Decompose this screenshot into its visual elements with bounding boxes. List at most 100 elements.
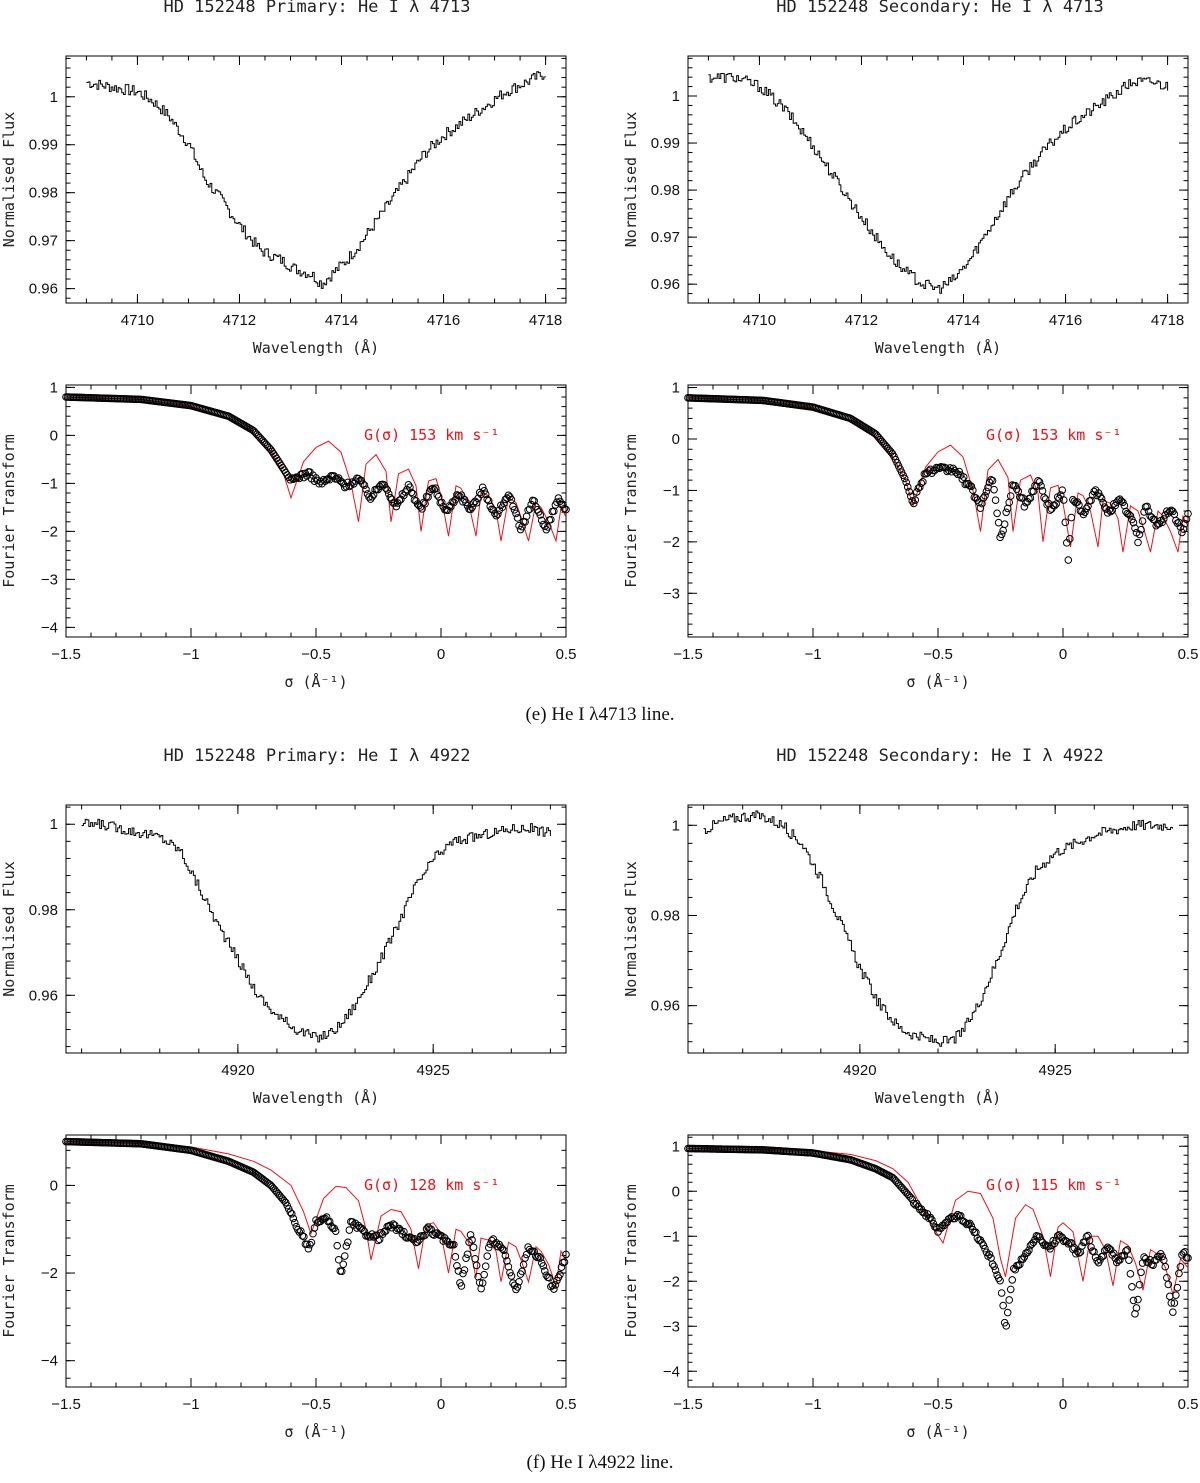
- ft-data-point: [1125, 1256, 1133, 1264]
- ft-data-point: [513, 1283, 522, 1291]
- ft-data-point: [533, 1253, 542, 1262]
- ft-data-point: [979, 494, 988, 502]
- ft-data-point: [298, 1232, 307, 1240]
- ft-data-point: [551, 1281, 560, 1289]
- x-tick-label: −0.5: [301, 1396, 331, 1413]
- ft-data-point: [1055, 494, 1064, 503]
- ft-data-point: [988, 476, 997, 485]
- ft-data-point: [1014, 1261, 1023, 1270]
- ft-data-point: [547, 515, 555, 524]
- x-axis-label: Wavelength (Å): [875, 1088, 1001, 1107]
- ft-data-point: [489, 506, 498, 514]
- ft-data-point: [510, 506, 519, 514]
- ft-data-point: [1061, 518, 1070, 527]
- ft-data-point: [536, 511, 545, 519]
- y-tick-label: −3: [663, 1318, 680, 1335]
- y-tick-label: 0: [50, 427, 58, 444]
- ft-data-point: [1122, 1247, 1130, 1255]
- ft-data-point: [1008, 1276, 1017, 1284]
- y-tick-label: −3: [41, 571, 58, 588]
- ft-data-point: [300, 1232, 308, 1241]
- model-curve: [687, 397, 1189, 553]
- y-tick-label: −1: [41, 475, 58, 492]
- y-tick-label: 1: [672, 817, 680, 834]
- ft-data-point: [952, 468, 960, 477]
- ft-data-point: [976, 504, 985, 512]
- ft-data-point: [902, 478, 910, 487]
- x-axis-label: Wavelength (Å): [253, 338, 379, 357]
- ft-data-point: [1135, 1280, 1144, 1289]
- ft-data-point: [368, 493, 376, 501]
- ft-data-point: [540, 1267, 549, 1275]
- ft-data-point: [1123, 1246, 1132, 1254]
- x-tick-label: −1: [804, 646, 821, 663]
- y-tick-label: 0.99: [651, 135, 680, 152]
- ft-data-point: [560, 1258, 569, 1266]
- ft-data-point: [979, 1241, 988, 1250]
- ft-data-point: [906, 492, 915, 501]
- ft-data-point: [1109, 1249, 1118, 1258]
- ft-data-point: [344, 1238, 352, 1247]
- ft-data-point: [409, 490, 417, 498]
- ft-data-point: [952, 1212, 960, 1221]
- ft-data-point: [988, 1260, 997, 1268]
- ft-data-point: [303, 1240, 311, 1249]
- ft-data-point: [906, 1193, 915, 1202]
- chart-sft4713: −1.5 −1 −0.5 0 0.5 −3 −2 −1 0 1 σ (Å⁻¹) Fourier Tra…: [622, 380, 1198, 691]
- ft-data-point: [1002, 508, 1010, 517]
- y-axis-label: Fourier Transform: [0, 1184, 18, 1338]
- spectrum-line: [703, 810, 1173, 1047]
- ft-data-point: [1058, 486, 1067, 494]
- x-axis-label: Wavelength (Å): [253, 1088, 379, 1107]
- ft-data-point: [494, 1242, 502, 1251]
- ft-data-point: [507, 1272, 516, 1280]
- ft-data-point: [1099, 1252, 1107, 1260]
- x-tick-label: 0: [437, 1396, 445, 1413]
- ft-data-point: [484, 496, 493, 505]
- y-axis-label: Normalised Flux: [0, 861, 18, 996]
- ft-data-point: [306, 1240, 314, 1249]
- ft-data-point: [1162, 1273, 1171, 1282]
- spectrum-line: [86, 71, 547, 289]
- ft-data-point: [407, 488, 416, 497]
- panel-title-primary-4713: HD 152248 Primary: He I λ 4713: [163, 0, 471, 17]
- ft-data-point: [381, 484, 390, 492]
- ft-data-point: [1019, 1255, 1027, 1263]
- ft-data-point: [978, 499, 986, 508]
- ft-data-point: [911, 496, 920, 504]
- ft-data-point: [999, 526, 1007, 535]
- ft-data-point: [1035, 478, 1044, 486]
- ft-data-point: [365, 493, 373, 501]
- ft-data-point: [994, 518, 1003, 527]
- chart-sft4922: −1.5 −1 −0.5 0 0.5 −4 −3 −2 −1 0 1 σ (Å⁻¹) Fourier T…: [622, 1134, 1198, 1441]
- y-tick-label: 0.97: [651, 229, 680, 246]
- ft-data-point: [1084, 502, 1092, 511]
- ft-data-point: [562, 505, 570, 514]
- x-tick-label: 4718: [1151, 312, 1184, 329]
- ft-data-point: [406, 483, 414, 492]
- y-tick-label: 0.96: [29, 987, 58, 1004]
- y-axis-label: Normalised Flux: [622, 861, 640, 996]
- ft-data-point: [1126, 511, 1135, 520]
- ft-data-point: [990, 485, 998, 494]
- caption-f: (f) He I λ4922 line.: [526, 1452, 674, 1473]
- ft-data-point: [337, 1267, 346, 1276]
- chart-p4713: 4710 4712 4714 4716 4718 0.96 0.97 0.98 0.99 1 Wav…: [0, 55, 567, 357]
- y-tick-label: 1: [672, 88, 680, 105]
- ft-data-point: [1134, 538, 1142, 547]
- ft-data-point: [1064, 1240, 1073, 1248]
- ft-data-point: [955, 467, 964, 476]
- chart-pft4713: −1.5 −1 −0.5 0 0.5 −4 −3 −2 −1 0 1 σ (Å⁻¹) Fourier T…: [0, 379, 576, 691]
- ft-data-point: [498, 1245, 507, 1253]
- ft-data-point: [1161, 1262, 1170, 1271]
- ft-data-point: [928, 1216, 936, 1224]
- y-tick-label: 0: [672, 431, 680, 448]
- y-tick-label: 0: [672, 1183, 680, 1200]
- y-axis-label: Fourier Transform: [622, 1184, 640, 1338]
- y-tick-label: 1: [50, 379, 58, 396]
- ft-data-point: [515, 521, 523, 530]
- ft-data-point: [525, 505, 534, 514]
- ft-data-point: [451, 1253, 460, 1261]
- ft-data-point: [450, 1240, 458, 1249]
- y-tick-label: −4: [41, 619, 58, 636]
